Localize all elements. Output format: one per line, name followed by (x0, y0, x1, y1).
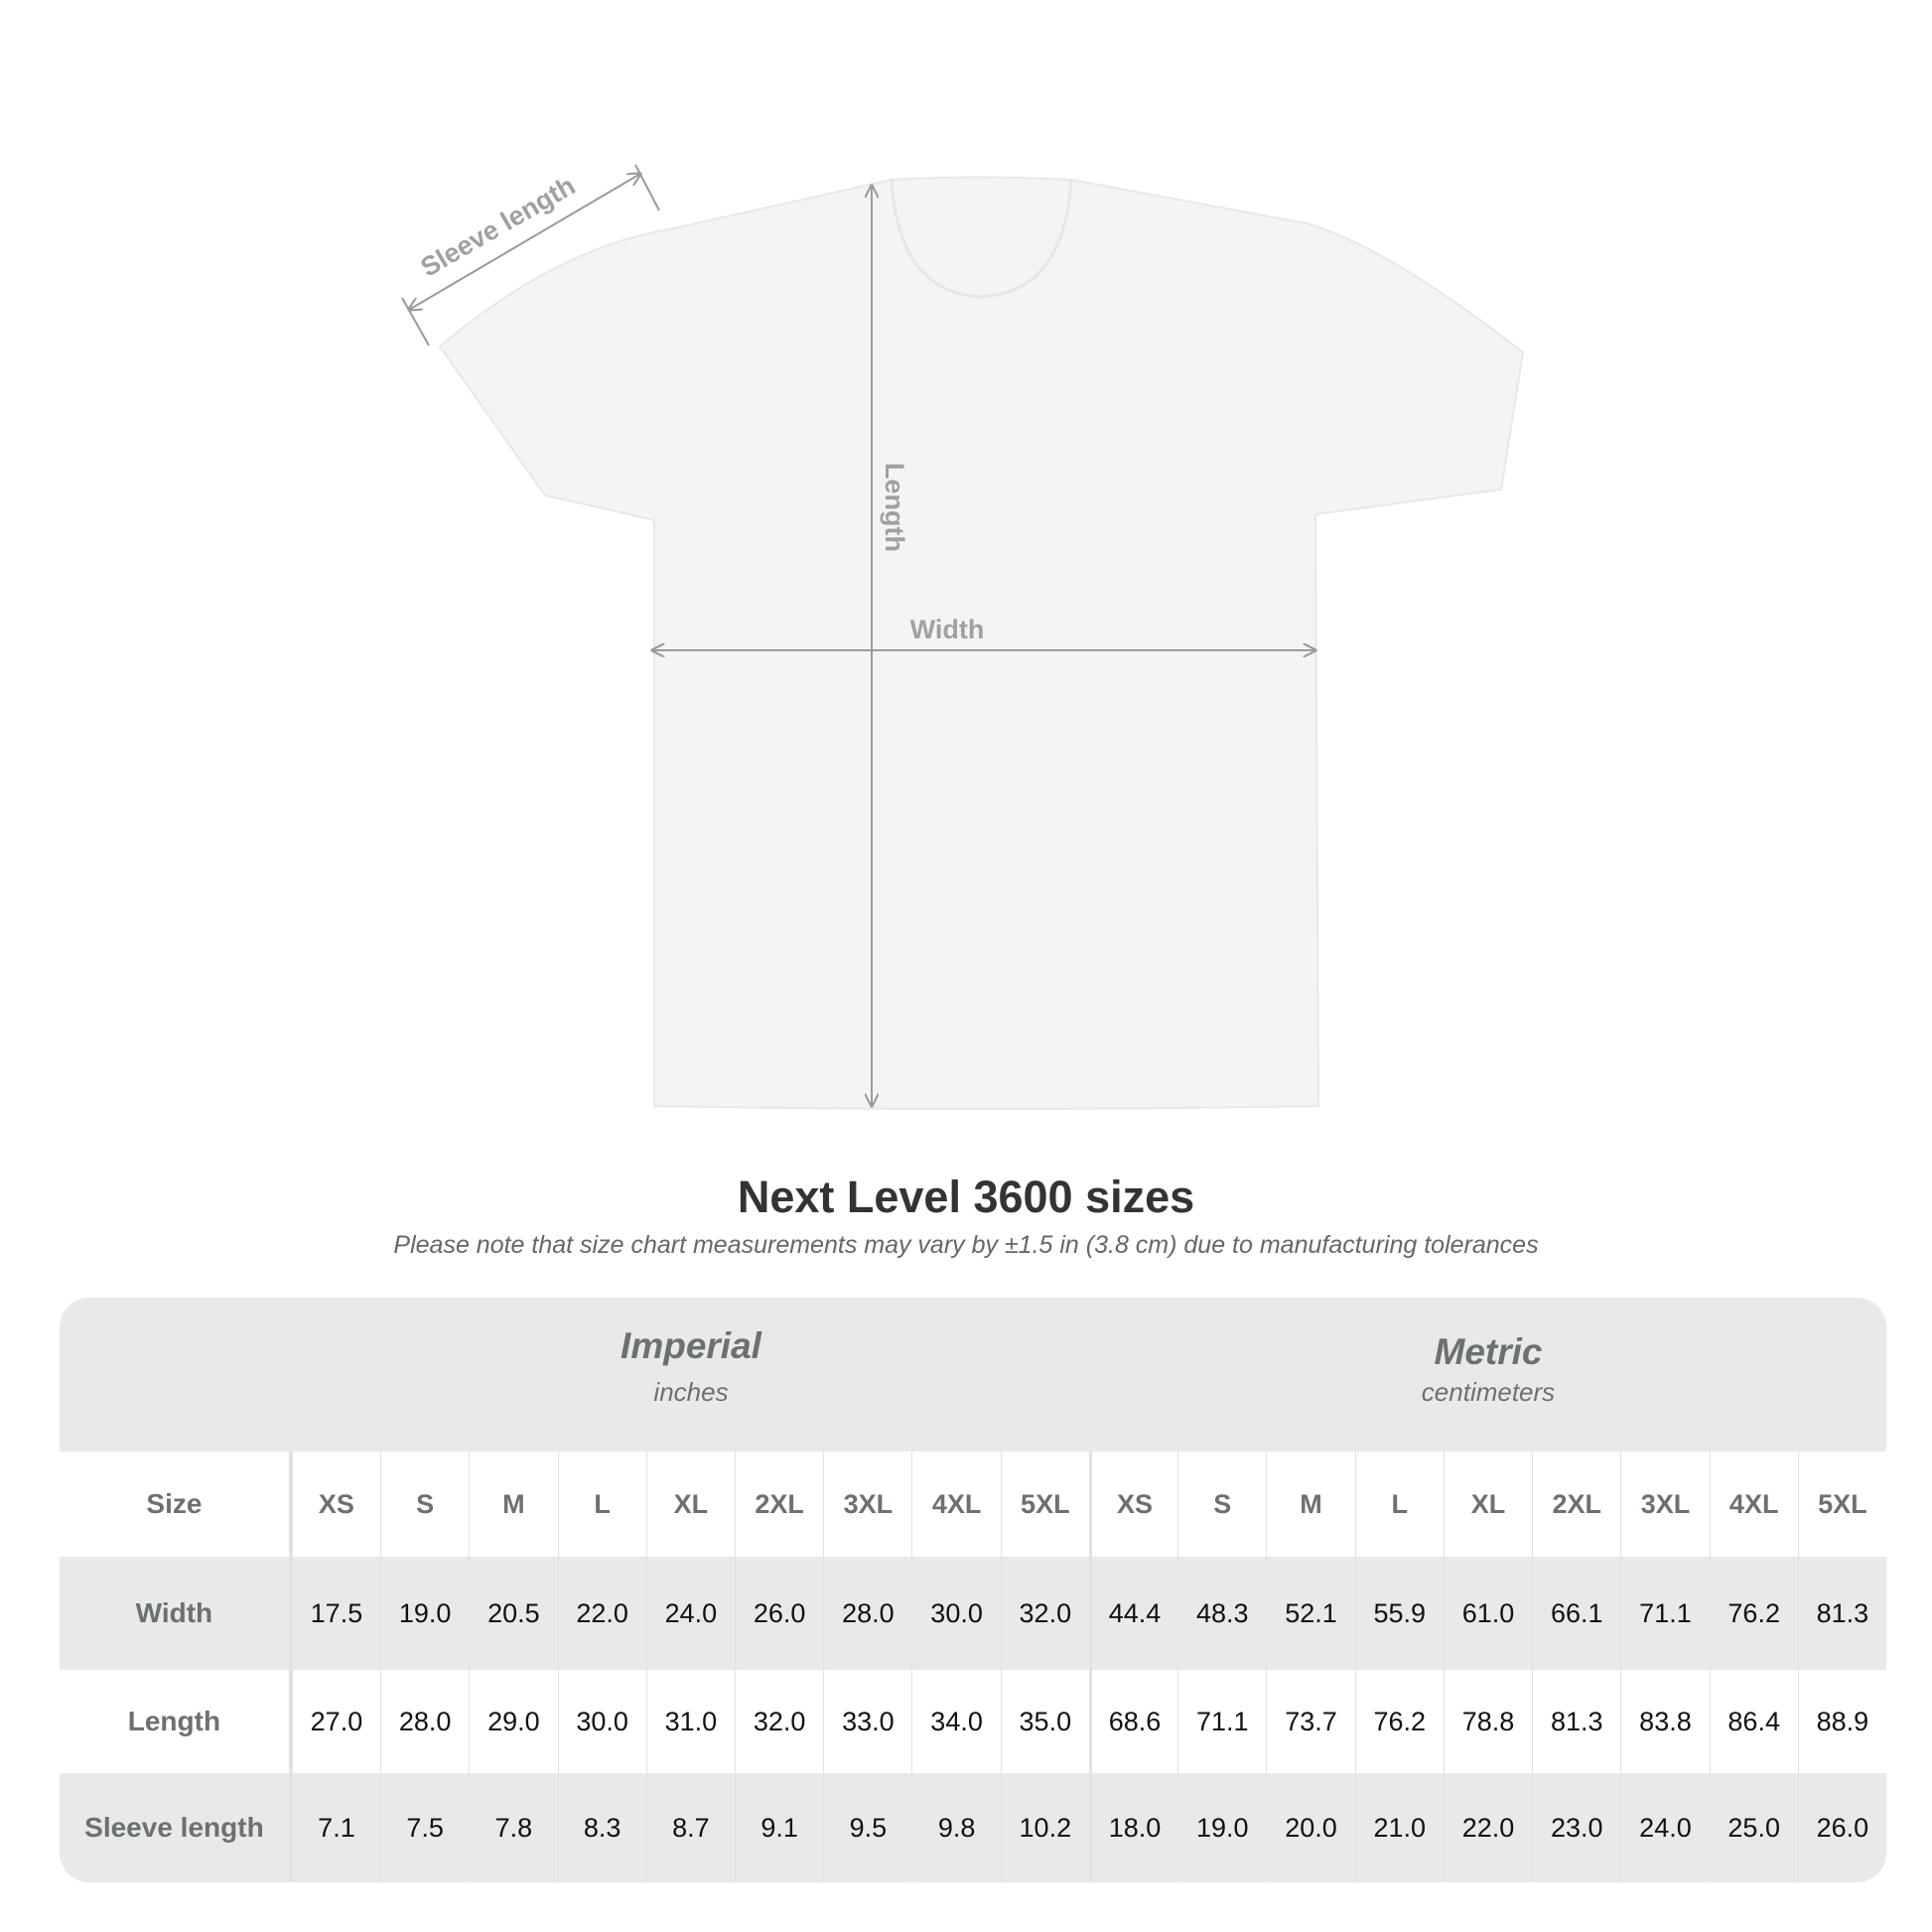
table-row: Length 27.0 28.0 29.0 30.0 31.0 32.0 33.0 34.0 35… (60, 1670, 1886, 1773)
imperial-value: 28.0 (380, 1670, 469, 1773)
size-header: 5XL (1797, 1451, 1886, 1557)
imperial-value: 7.5 (380, 1773, 469, 1882)
metric-value: 66.1 (1532, 1557, 1620, 1670)
metric-value: 20.0 (1266, 1773, 1354, 1882)
tshirt-shape (438, 176, 1525, 1110)
table-header: Imperial inches Metric centimeters (60, 1298, 1886, 1451)
imperial-value: 20.5 (469, 1557, 557, 1670)
size-header: 2XL (735, 1451, 823, 1557)
metric-value: 48.3 (1177, 1557, 1266, 1670)
collar (890, 179, 1073, 299)
metric-value: 24.0 (1620, 1773, 1709, 1882)
metric-value: 76.2 (1709, 1557, 1798, 1670)
sleeve-arrow (409, 174, 640, 310)
imperial-value: 8.7 (645, 1773, 735, 1882)
imperial-value: 33.0 (823, 1670, 911, 1773)
row-label: Sleeve length (60, 1773, 292, 1882)
metric-value: 23.0 (1532, 1773, 1620, 1882)
imperial-value: 30.0 (911, 1557, 1000, 1670)
imperial-value: 19.0 (380, 1557, 469, 1670)
imperial-value: 7.1 (291, 1773, 380, 1882)
metric-value: 76.2 (1354, 1670, 1444, 1773)
imperial-value: 32.0 (735, 1670, 823, 1773)
size-header: XL (1443, 1451, 1532, 1557)
size-header: L (557, 1451, 646, 1557)
metric-value: 78.8 (1443, 1670, 1532, 1773)
metric-value: 25.0 (1709, 1773, 1798, 1882)
imperial-value: 35.0 (1000, 1670, 1089, 1773)
metric-value: 21.0 (1354, 1773, 1444, 1882)
tshirt-diagram: Length Width Sleeve length (401, 164, 1525, 1110)
length-label: Length (880, 463, 909, 552)
size-header: S (1177, 1451, 1266, 1557)
metric-value: 68.6 (1088, 1670, 1177, 1773)
group-metric: Metric centimeters (1421, 1331, 1556, 1407)
imperial-value: 26.0 (735, 1557, 823, 1670)
table-row: Sleeve length 7.1 7.5 7.8 8.3 8.7 9.1 9.5 9.8 10.… (60, 1773, 1886, 1882)
metric-value: 61.0 (1443, 1557, 1532, 1670)
size-header: 4XL (911, 1451, 1000, 1557)
row-label: Size (60, 1451, 292, 1557)
metric-value: 83.8 (1620, 1670, 1709, 1773)
imperial-value: 9.1 (735, 1773, 823, 1882)
size-header: 4XL (1709, 1451, 1798, 1557)
table-row: Width 17.5 19.0 20.5 22.0 24.0 26.0 28.0 30.0 32.… (60, 1557, 1886, 1670)
metric-value: 44.4 (1088, 1557, 1177, 1670)
page-title: Next Level 3600 sizes (737, 1172, 1195, 1222)
imperial-value: 7.8 (469, 1773, 557, 1882)
imperial-value: 8.3 (557, 1773, 646, 1882)
size-header: 5XL (1000, 1451, 1089, 1557)
sleeve-label: Sleeve length (416, 171, 581, 283)
metric-value: 18.0 (1088, 1773, 1177, 1882)
imperial-value: 28.0 (823, 1557, 911, 1670)
metric-value: 86.4 (1709, 1670, 1798, 1773)
row-label: Length (60, 1670, 292, 1773)
metric-value: 81.3 (1797, 1557, 1886, 1670)
group-imperial: Imperial inches (621, 1325, 761, 1407)
imperial-value: 17.5 (291, 1557, 380, 1670)
imperial-value: 30.0 (557, 1670, 646, 1773)
size-header: 3XL (823, 1451, 911, 1557)
imperial-value: 10.2 (1000, 1773, 1089, 1882)
size-header: S (380, 1451, 469, 1557)
imperial-value: 9.8 (911, 1773, 1000, 1882)
imperial-value: 29.0 (469, 1670, 557, 1773)
metric-value: 81.3 (1532, 1670, 1620, 1773)
size-header: 2XL (1532, 1451, 1620, 1557)
size-header: M (469, 1451, 557, 1557)
size-table: Imperial inches Metric centimeters Size X… (60, 1298, 1886, 1882)
size-header: XS (291, 1451, 380, 1557)
size-header: XL (645, 1451, 735, 1557)
size-header: M (1266, 1451, 1354, 1557)
width-label: Width (910, 615, 985, 644)
metric-value: 26.0 (1797, 1773, 1886, 1882)
size-header: L (1354, 1451, 1444, 1557)
size-header: 3XL (1620, 1451, 1709, 1557)
imperial-value: 32.0 (1000, 1557, 1089, 1670)
imperial-value: 22.0 (557, 1557, 646, 1670)
imperial-value: 27.0 (291, 1670, 380, 1773)
metric-value: 52.1 (1266, 1557, 1354, 1670)
row-label: Width (60, 1557, 292, 1670)
imperial-value: 34.0 (911, 1670, 1000, 1773)
size-header: XS (1088, 1451, 1177, 1557)
imperial-value: 9.5 (823, 1773, 911, 1882)
metric-value: 55.9 (1354, 1557, 1444, 1670)
tolerance-note: Please note that size chart measurements… (393, 1231, 1539, 1259)
metric-value: 22.0 (1443, 1773, 1532, 1882)
metric-value: 73.7 (1266, 1670, 1354, 1773)
metric-value: 88.9 (1797, 1670, 1886, 1773)
metric-value: 71.1 (1177, 1670, 1266, 1773)
size-header-row: Size XS S M L XL 2XL 3XL 4XL 5XL XS S M L XL 2XL 3XL 4XL 5… (60, 1451, 1886, 1557)
metric-value: 19.0 (1177, 1773, 1266, 1882)
imperial-value: 24.0 (645, 1557, 735, 1670)
metric-value: 71.1 (1620, 1557, 1709, 1670)
imperial-value: 31.0 (645, 1670, 735, 1773)
